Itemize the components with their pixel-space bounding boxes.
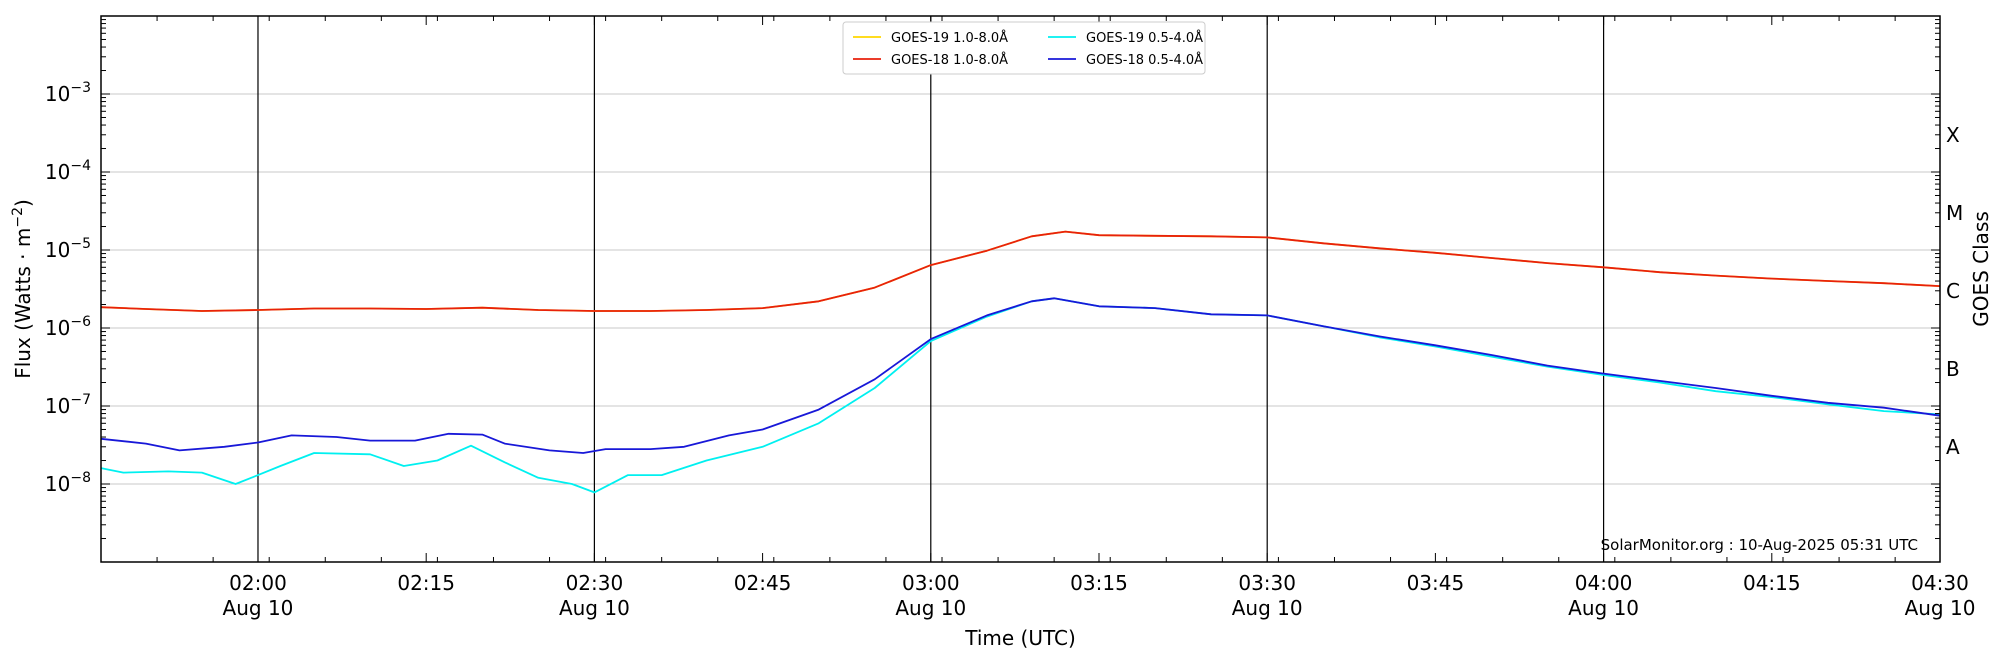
y-tick-exponent: −3 (70, 80, 91, 96)
series-line (100, 297, 1941, 454)
x-tick-date-label: Aug 10 (559, 596, 630, 620)
y-axis-title: Flux (Watts · m−2) (10, 199, 35, 379)
legend: GOES-19 1.0-8.0Å GOES-18 1.0-8.0Å GOES-19 … (842, 21, 1206, 75)
axis-ticks (100, 16, 1941, 563)
y-tick-base: 10 (45, 394, 70, 418)
x-tick-date-label: Aug 10 (223, 596, 294, 620)
y-axis-title-close: ) (11, 199, 35, 207)
x-tick-label: 04:30 (1911, 571, 1969, 595)
y-tick-label: 10−5 (45, 236, 91, 262)
plot-frame (100, 15, 1941, 563)
y-tick-base: 10 (45, 82, 70, 106)
x-tick-label: 02:30 (566, 571, 624, 595)
x-tick-label: 04:00 (1575, 571, 1633, 595)
y-tick-label: 10−7 (45, 392, 91, 418)
goes-class-axis-title: GOES Class (1969, 211, 1993, 327)
legend-label: GOES-18 1.0-8.0Å (891, 52, 1008, 68)
x-tick-date-label: Aug 10 (1568, 596, 1639, 620)
y-tick-label: 10−4 (45, 158, 91, 184)
x-tick-label: 03:45 (1407, 571, 1465, 595)
y-tick-exponent: −8 (70, 470, 91, 486)
x-tick-label: 02:00 (229, 571, 287, 595)
credit-text: SolarMonitor.org : 10-Aug-2025 05:31 UTC (1601, 536, 1918, 554)
y-tick-exponent: −4 (70, 158, 91, 174)
series-line (100, 230, 1941, 312)
flux-series (100, 230, 1941, 494)
y-axis-title-exponent: −2 (10, 207, 26, 228)
series-line (100, 297, 1941, 494)
x-tick-date-label: Aug 10 (895, 596, 966, 620)
y-tick-base: 10 (45, 316, 70, 340)
x-tick-label: 04:15 (1743, 571, 1801, 595)
goes-class-label: B (1946, 357, 1960, 381)
goes-class-label: A (1946, 435, 1960, 459)
y-tick-label: 10−6 (45, 314, 91, 340)
x-tick-date-label: Aug 10 (1232, 596, 1303, 620)
legend-label: GOES-18 0.5-4.0Å (1086, 52, 1203, 68)
legend-label: GOES-19 0.5-4.0Å (1086, 30, 1203, 46)
day-marker-lines (257, 16, 1605, 562)
goes-class-label: M (1946, 201, 1963, 225)
x-tick-label: 03:30 (1238, 571, 1296, 595)
x-tick-label: 03:15 (1070, 571, 1128, 595)
y-tick-exponent: −6 (70, 314, 91, 330)
y-tick-exponent: −5 (70, 236, 91, 252)
x-tick-date-label: Aug 10 (1905, 596, 1976, 620)
x-tick-label: 02:45 (734, 571, 792, 595)
x-axis-title: Time (UTC) (964, 626, 1076, 650)
grid-lines (101, 93, 1940, 485)
y-tick-base: 10 (45, 160, 70, 184)
legend-box (842, 21, 1206, 75)
series-line (100, 230, 1941, 312)
y-tick-base: 10 (45, 472, 70, 496)
y-tick-label: 10−8 (45, 470, 91, 496)
x-tick-label: 02:15 (397, 571, 455, 595)
goes-class-label: X (1946, 123, 1960, 147)
legend-label: GOES-19 1.0-8.0Å (891, 30, 1008, 46)
y-tick-exponent: −7 (70, 392, 91, 408)
y-axis-title-main: Flux (Watts · m (11, 228, 35, 379)
x-tick-label: 03:00 (902, 571, 960, 595)
y-tick-base: 10 (45, 238, 70, 262)
goes-class-label: C (1946, 279, 1960, 303)
y-tick-label: 10−3 (45, 80, 91, 106)
